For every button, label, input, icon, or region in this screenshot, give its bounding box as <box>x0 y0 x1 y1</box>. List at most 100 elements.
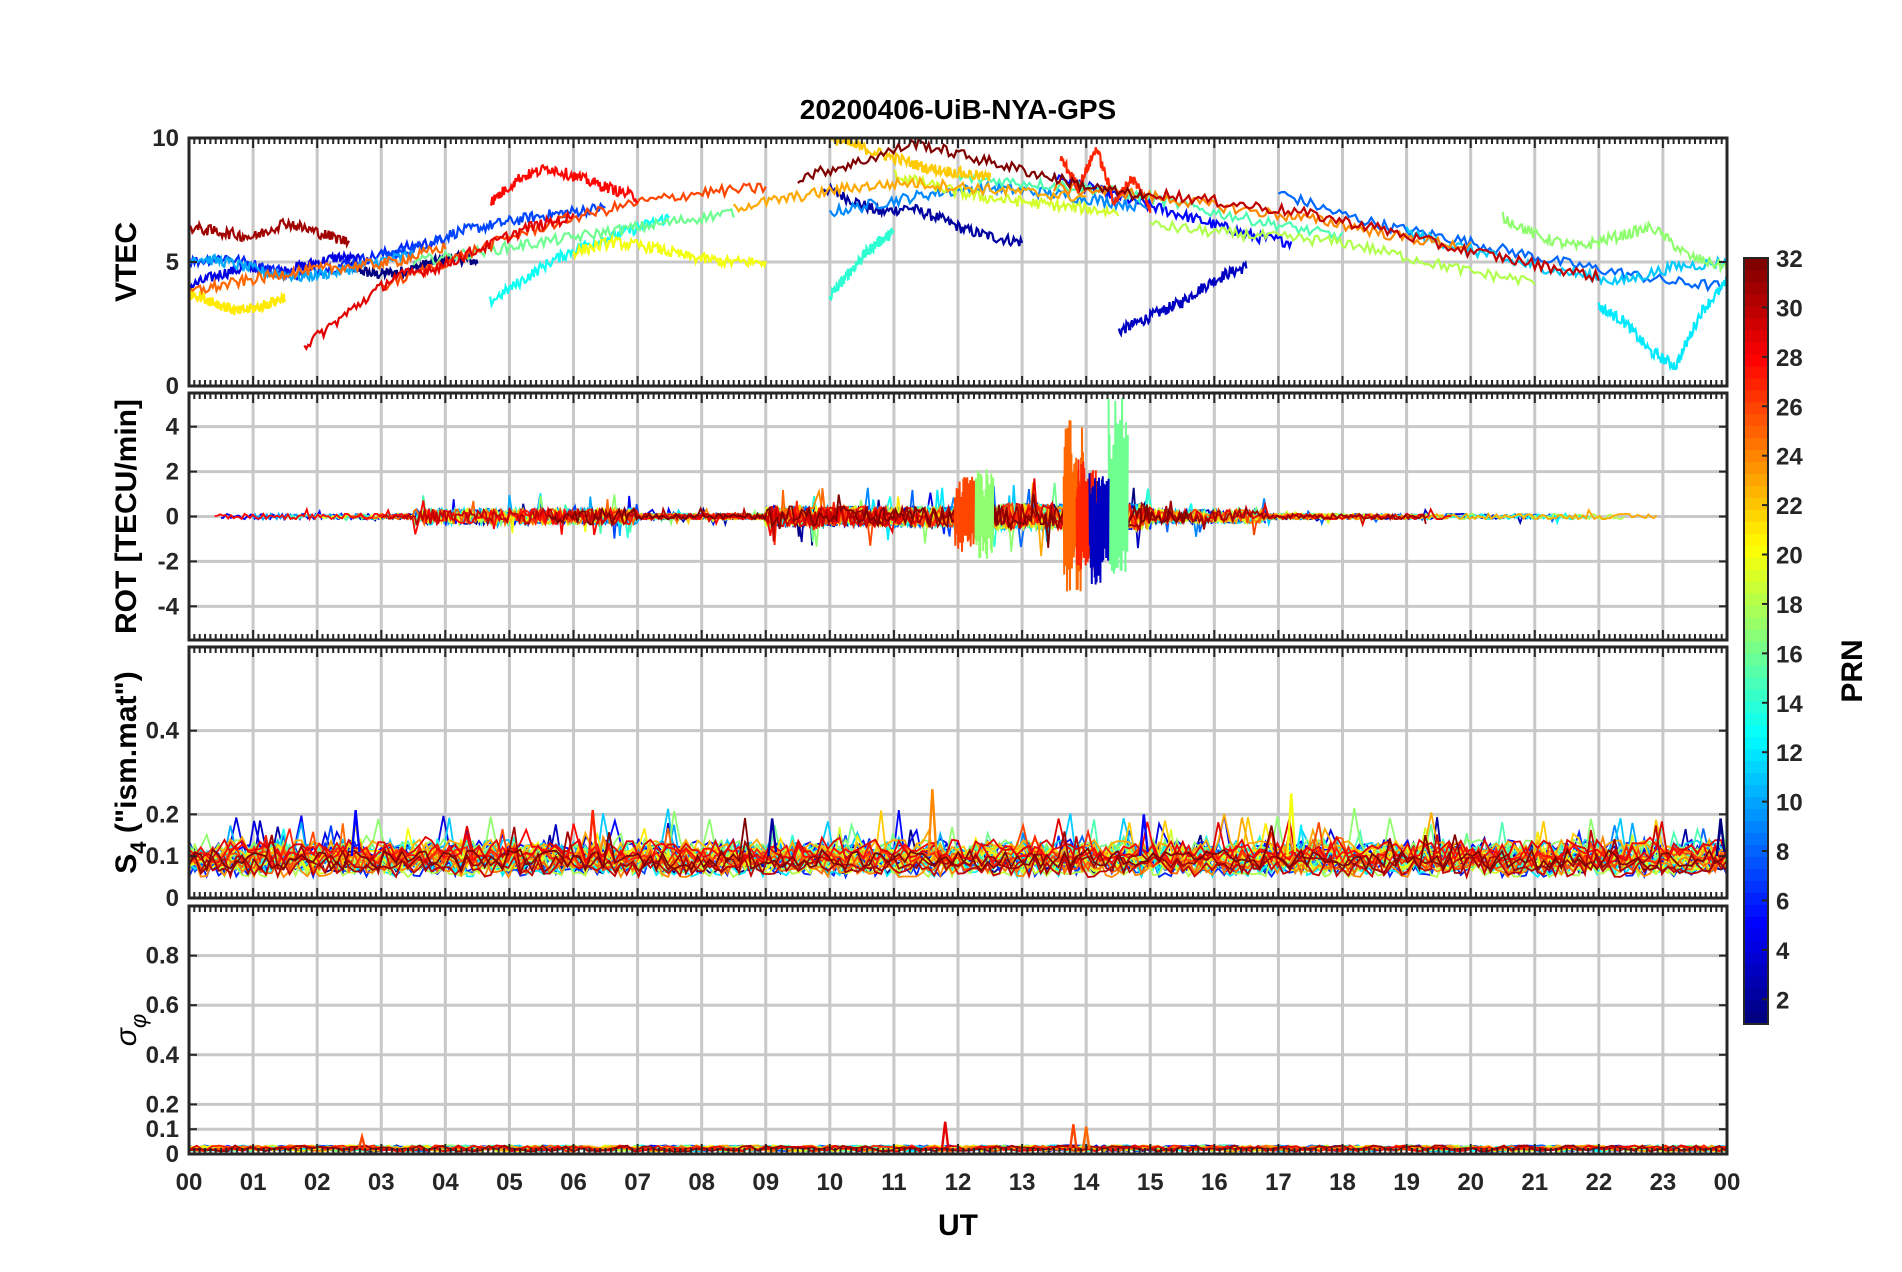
x-tick-label: 07 <box>624 1169 651 1196</box>
vtec-series-prn-26 <box>380 182 767 291</box>
colorbar-swatch <box>1744 413 1768 427</box>
vtec-series-prn-14 <box>828 227 895 302</box>
s4-series-prn-31 <box>189 826 1727 877</box>
x-axis-label: UT <box>938 1209 978 1242</box>
colorbar-swatch <box>1744 473 1768 487</box>
colorbar-swatch <box>1744 1000 1768 1013</box>
colorbar-swatch <box>1744 760 1768 774</box>
plot-area <box>189 138 1727 372</box>
colorbar-swatch <box>1744 629 1768 642</box>
x-ticks <box>188 906 1728 1154</box>
colorbar-swatch <box>1744 712 1768 726</box>
y-tick-label: 2 <box>166 459 179 486</box>
x-tick-label: 13 <box>1009 1169 1036 1196</box>
y-tick-label: 0.2 <box>146 1091 179 1118</box>
colorbar-tick-label: 26 <box>1776 394 1803 421</box>
colorbar-swatch <box>1744 533 1768 546</box>
rot-series-prn-31 <box>848 500 1427 533</box>
colorbar-swatch <box>1744 437 1768 451</box>
vtec-series-prn-29 <box>303 209 575 352</box>
colorbar-swatch <box>1744 317 1768 331</box>
colorbar-swatch <box>1744 641 1768 654</box>
x-tick-label: 15 <box>1137 1169 1164 1196</box>
vtec-series-prn-23 <box>732 175 1087 214</box>
x-tick-label: 21 <box>1521 1169 1548 1196</box>
colorbar-tick-label: 22 <box>1776 493 1803 520</box>
sigma-peak-prn-26 <box>357 1131 367 1150</box>
colorbar-swatch <box>1744 521 1768 534</box>
y-tick-label: -2 <box>158 548 179 575</box>
y-tick-label: 0.6 <box>146 992 179 1019</box>
colorbar-swatch <box>1744 832 1768 846</box>
colorbar-swatch <box>1744 365 1768 379</box>
colorbar-swatch <box>1744 736 1768 750</box>
colorbar-swatch <box>1744 581 1768 594</box>
y-tick-label: 0.8 <box>146 943 179 970</box>
colorbar-tick-label: 4 <box>1776 938 1790 965</box>
colorbar-swatch <box>1744 748 1768 762</box>
vtec-series-prn-18 <box>1149 219 1536 287</box>
panel-sigma-phi: 00.10.2 0.4 0.6 0.8 σφ <box>110 904 1729 1168</box>
colorbar-swatch <box>1744 724 1768 738</box>
x-tick-label: 09 <box>752 1169 779 1196</box>
colorbar-swatch <box>1744 844 1768 858</box>
s4-peak-prn-24 <box>927 789 938 857</box>
colorbar-swatch <box>1744 856 1768 870</box>
colorbar-swatch <box>1744 509 1768 522</box>
x-tick-label: 22 <box>1585 1169 1612 1196</box>
colorbar-swatch <box>1744 605 1768 618</box>
y-tick-label: 0 <box>166 1141 179 1168</box>
colorbar-tick-label: 28 <box>1776 345 1803 372</box>
sigma-peak-prn-25 <box>1081 1126 1091 1150</box>
colorbar-tick-label: 14 <box>1776 691 1803 718</box>
colorbar-swatch <box>1744 868 1768 881</box>
panel-s4: 0 0.1 0.2 0.4S4 ("ism.mat") <box>110 645 1729 912</box>
y-axis-label-vtec: VTEC <box>110 222 143 302</box>
y-tick-label: 10 <box>152 125 179 152</box>
s4-peak-prn-1 <box>1715 818 1726 857</box>
y-tick-label: 0.2 <box>146 801 179 828</box>
x-ticks <box>188 393 1728 640</box>
colorbar-swatch <box>1744 796 1768 810</box>
x-tick-label: 18 <box>1329 1169 1356 1196</box>
rot-burst-prn-16 <box>1107 397 1129 574</box>
colorbar-swatch <box>1744 497 1768 510</box>
colorbar-swatch <box>1744 341 1768 355</box>
rot-burst-prn-26 <box>953 476 975 552</box>
colorbar-swatch <box>1744 449 1768 463</box>
plot-area <box>189 789 1727 880</box>
vtec-series-prn-4 <box>189 250 370 294</box>
vtec-series-prn-12 <box>1597 275 1727 372</box>
vtec-series-prn-10 <box>189 250 415 283</box>
colorbar-swatch <box>1744 401 1768 415</box>
colorbar-swatch <box>1744 258 1768 271</box>
vtec-series-prn-2 <box>822 182 1024 248</box>
colorbar-swatch <box>1744 688 1768 702</box>
x-tick-label: 14 <box>1073 1169 1100 1196</box>
colorbar-swatch <box>1744 952 1768 965</box>
colorbar-swatch <box>1744 808 1768 822</box>
rot-burst-prn-3 <box>1088 473 1110 585</box>
y-tick-label: -4 <box>158 593 180 620</box>
y-tick-label: 0.4 <box>146 718 180 745</box>
vtec-series-prn-20 <box>572 233 767 270</box>
x-tick-label: 08 <box>688 1169 715 1196</box>
colorbar-swatch <box>1744 269 1768 283</box>
x-tick-label: 03 <box>368 1169 395 1196</box>
colorbar-swatch <box>1744 940 1768 953</box>
x-tick-label: 01 <box>240 1169 267 1196</box>
s4-peak-prn-20 <box>1286 793 1297 857</box>
colorbar-swatch <box>1744 353 1768 367</box>
colorbar-swatch <box>1744 329 1768 343</box>
colorbar-swatch <box>1744 569 1768 582</box>
x-tick-label: 11 <box>881 1169 906 1196</box>
chart-title: 20200406-UiB-NYA-GPS <box>800 94 1116 125</box>
colorbar-swatch <box>1744 305 1768 319</box>
colorbar-swatch <box>1744 485 1768 498</box>
panel-vtec: 0 5 10 VTEC <box>110 125 1729 400</box>
colorbar-tick-label: 12 <box>1776 740 1803 767</box>
y-tick-label: 0 <box>166 373 179 400</box>
y-tick-label: 0 <box>166 504 179 531</box>
